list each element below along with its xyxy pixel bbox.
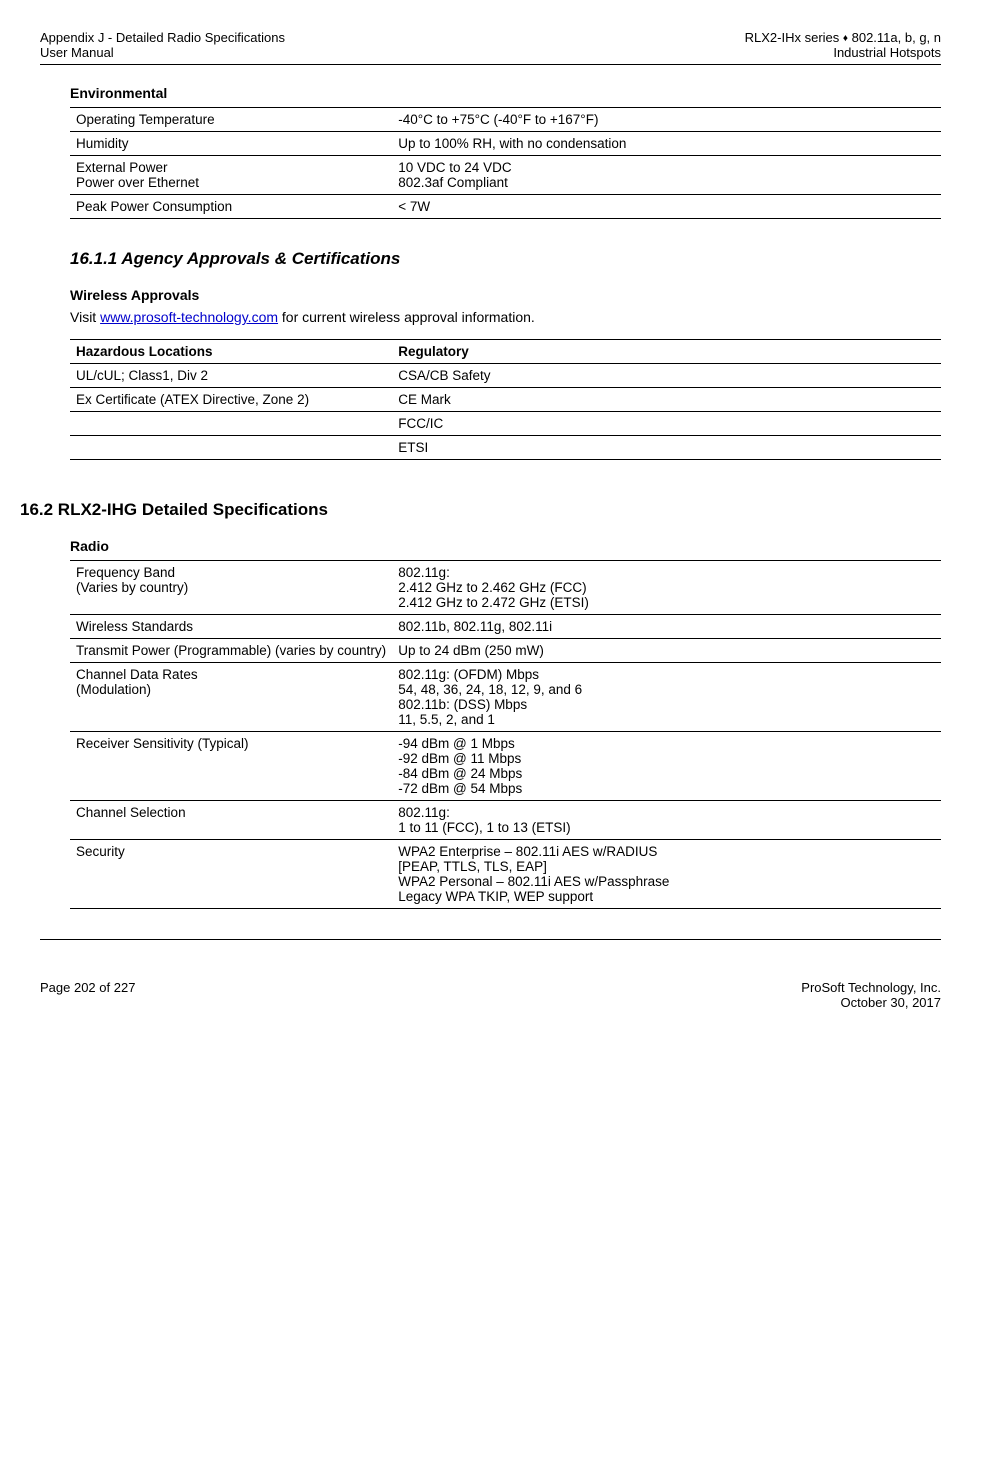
spec-key: Peak Power Consumption [70, 195, 392, 219]
spec-value: CSA/CB Safety [392, 364, 941, 388]
footer-left: Page 202 of 227 [40, 980, 135, 1010]
spec-key: Operating Temperature [70, 108, 392, 132]
header-right: RLX2-IHx series ♦ 802.11a, b, g, n Indus… [745, 30, 941, 60]
spec-value: CE Mark [392, 388, 941, 412]
header-right-line2: Industrial Hotspots [745, 45, 941, 60]
spec-value: 802.11b, 802.11g, 802.11i [392, 615, 941, 639]
spec-key [70, 436, 392, 460]
spec-value: -94 dBm @ 1 Mbps -92 dBm @ 11 Mbps -84 d… [392, 732, 941, 801]
spec-value: FCC/IC [392, 412, 941, 436]
table-row: Channel Selection802.11g: 1 to 11 (FCC),… [70, 801, 941, 840]
wireless-approvals-title: Wireless Approvals [70, 287, 941, 303]
header-left: Appendix J - Detailed Radio Specificatio… [40, 30, 285, 60]
spec-value: Up to 100% RH, with no condensation [392, 132, 941, 156]
spec-key: Ex Certificate (ATEX Directive, Zone 2) [70, 388, 392, 412]
table-row: Receiver Sensitivity (Typical)-94 dBm @ … [70, 732, 941, 801]
spec-key: Humidity [70, 132, 392, 156]
header-right-line1: RLX2-IHx series ♦ 802.11a, b, g, n [745, 30, 941, 45]
ihg-heading: 16.2 RLX2-IHG Detailed Specifications [20, 500, 941, 520]
table-row: Frequency Band (Varies by country)802.11… [70, 561, 941, 615]
table-row: FCC/IC [70, 412, 941, 436]
spec-key: External Power Power over Ethernet [70, 156, 392, 195]
table-row: Operating Temperature-40°C to +75°C (-40… [70, 108, 941, 132]
table-row: Ex Certificate (ATEX Directive, Zone 2)C… [70, 388, 941, 412]
hazardous-header-2: Regulatory [392, 340, 941, 364]
table-row: HumidityUp to 100% RH, with no condensat… [70, 132, 941, 156]
table-row: Transmit Power (Programmable) (varies by… [70, 639, 941, 663]
table-row: External Power Power over Ethernet10 VDC… [70, 156, 941, 195]
table-row: Wireless Standards802.11b, 802.11g, 802.… [70, 615, 941, 639]
spec-value: 10 VDC to 24 VDC 802.3af Compliant [392, 156, 941, 195]
spec-key: Frequency Band (Varies by country) [70, 561, 392, 615]
spec-value: Up to 24 dBm (250 mW) [392, 639, 941, 663]
header-left-line1: Appendix J - Detailed Radio Specificatio… [40, 30, 285, 45]
spec-value: < 7W [392, 195, 941, 219]
spec-key: Security [70, 840, 392, 909]
page-footer: Page 202 of 227 ProSoft Technology, Inc.… [40, 980, 941, 1010]
spec-value: 802.11g: 1 to 11 (FCC), 1 to 13 (ETSI) [392, 801, 941, 840]
spec-key: UL/cUL; Class1, Div 2 [70, 364, 392, 388]
radio-title: Radio [70, 538, 941, 554]
hazardous-table: Hazardous Locations Regulatory UL/cUL; C… [70, 339, 941, 460]
spec-value: WPA2 Enterprise – 802.11i AES w/RADIUS [… [392, 840, 941, 909]
table-row: UL/cUL; Class1, Div 2CSA/CB Safety [70, 364, 941, 388]
environmental-table: Operating Temperature-40°C to +75°C (-40… [70, 107, 941, 219]
spec-value: 802.11g: (OFDM) Mbps 54, 48, 36, 24, 18,… [392, 663, 941, 732]
footer-right-1: ProSoft Technology, Inc. [801, 980, 941, 995]
prosoft-link[interactable]: www.prosoft-technology.com [100, 309, 278, 325]
footer-right: ProSoft Technology, Inc. October 30, 201… [801, 980, 941, 1010]
spec-key: Transmit Power (Programmable) (varies by… [70, 639, 392, 663]
header-rule [40, 64, 941, 65]
environmental-title: Environmental [70, 85, 941, 101]
spec-key: Wireless Standards [70, 615, 392, 639]
table-row: Peak Power Consumption< 7W [70, 195, 941, 219]
hazardous-header-1: Hazardous Locations [70, 340, 392, 364]
wireless-approvals-text: Visit www.prosoft-technology.com for cur… [70, 309, 941, 325]
spec-key: Channel Selection [70, 801, 392, 840]
header-left-line2: User Manual [40, 45, 285, 60]
table-row: Channel Data Rates (Modulation)802.11g: … [70, 663, 941, 732]
footer-right-2: October 30, 2017 [801, 995, 941, 1010]
spec-key [70, 412, 392, 436]
table-row: SecurityWPA2 Enterprise – 802.11i AES w/… [70, 840, 941, 909]
spec-value: 802.11g: 2.412 GHz to 2.462 GHz (FCC) 2.… [392, 561, 941, 615]
spec-value: -40°C to +75°C (-40°F to +167°F) [392, 108, 941, 132]
spec-value: ETSI [392, 436, 941, 460]
table-row: ETSI [70, 436, 941, 460]
spec-key: Receiver Sensitivity (Typical) [70, 732, 392, 801]
agency-heading: 16.1.1 Agency Approvals & Certifications [70, 249, 941, 269]
footer-rule [40, 939, 941, 940]
spec-key: Channel Data Rates (Modulation) [70, 663, 392, 732]
page-header: Appendix J - Detailed Radio Specificatio… [40, 30, 941, 60]
radio-table: Frequency Band (Varies by country)802.11… [70, 560, 941, 909]
